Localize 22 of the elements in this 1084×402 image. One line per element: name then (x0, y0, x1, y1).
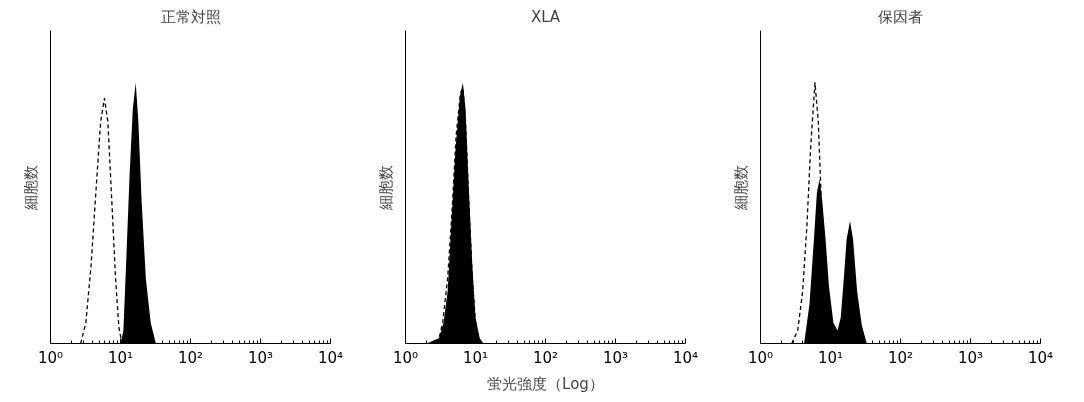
x-tick-label: 10⁰ (37, 348, 64, 367)
x-tick-label: 10⁴ (1027, 348, 1054, 367)
x-tick-label: 10² (177, 348, 204, 367)
x-tick-label: 10¹ (817, 348, 844, 367)
x-tick-label: 10³ (602, 348, 629, 367)
x-tick-label: 10³ (247, 348, 274, 367)
chart-title: XLA (530, 7, 561, 26)
x-tick-label: 10⁰ (392, 348, 419, 367)
x-axis-title: 蛍光強度（Log） (487, 374, 604, 393)
chart-title: 保因者 (878, 7, 923, 26)
chart-title: 正常対照 (160, 7, 221, 26)
x-tick-label: 10² (532, 348, 559, 367)
x-tick-label: 10⁰ (747, 348, 774, 367)
x-tick-label: 10² (887, 348, 914, 367)
x-tick-label: 10¹ (107, 348, 134, 367)
x-tick-label: 10³ (957, 348, 984, 367)
y-axis-title: 細胞数 (21, 164, 40, 211)
x-tick-label: 10¹ (462, 348, 489, 367)
x-tick-label: 10⁴ (672, 348, 699, 367)
y-axis-title: 細胞数 (731, 164, 750, 211)
y-axis-title: 細胞数 (376, 164, 395, 211)
x-tick-label: 10⁴ (317, 348, 344, 367)
